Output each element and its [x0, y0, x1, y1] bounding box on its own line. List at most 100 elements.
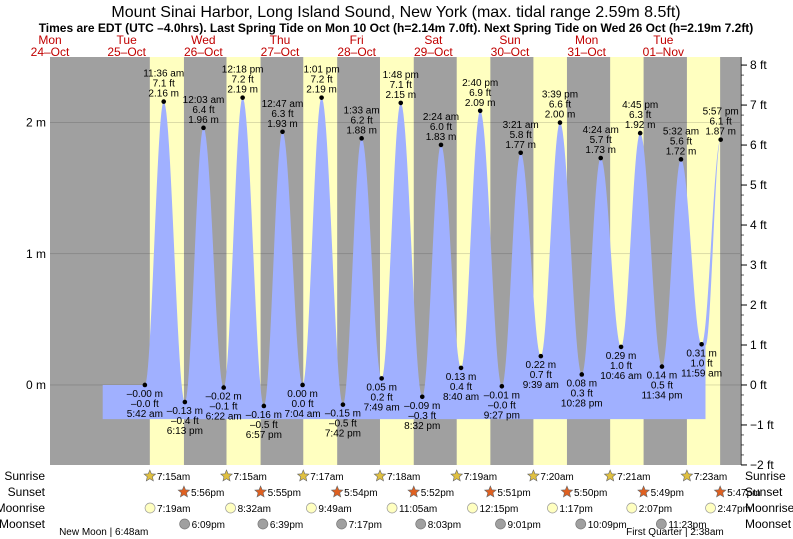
low-tide-label: 1.0 ft — [690, 358, 712, 369]
sunset-icon — [407, 485, 421, 498]
high-tide-label: 2:24 am — [423, 112, 459, 123]
high-tide-label: 5:57 pm — [703, 107, 739, 118]
moonrise-time: 2:47pm — [718, 504, 751, 515]
row-label-left: Moonset — [0, 517, 46, 531]
sunrise-icon — [220, 469, 233, 482]
low-tide-label: 0.5 ft — [651, 381, 673, 392]
low-tide-point — [379, 376, 384, 381]
low-tide-point — [142, 382, 148, 388]
high-tide-point — [637, 130, 643, 136]
low-tide-label: 5:42 am — [127, 409, 163, 420]
moonrise-time: 8:32am — [238, 504, 271, 515]
sunrise-icon — [143, 469, 157, 482]
moonset-time: 6:09pm — [192, 520, 225, 531]
low-tide-label: 7:04 am — [285, 409, 321, 420]
high-tide-label: 5:32 am — [663, 126, 699, 137]
moonrise-time: 12:15pm — [479, 504, 518, 515]
high-tide-point — [161, 99, 167, 104]
high-tide-label: 6.3 ft — [629, 110, 651, 121]
day-label-dow: Tue — [117, 33, 138, 47]
axes: 0 m 1 m 2 m −2 ft −1 ft 0 ft 1 ft 2 ft 3 ft 4 ft 5… — [26, 57, 774, 472]
sunrise-time: 7:17am — [310, 472, 343, 483]
sunset-time: 5:47pm — [727, 488, 760, 499]
sunset-time: 5:51pm — [497, 488, 530, 499]
high-tide-label: 1.92 m — [625, 120, 656, 131]
high-tide-label: 6.1 ft — [710, 117, 732, 128]
y-right-tick-label: 1 ft — [750, 338, 767, 352]
sunrise-time: 7:15am — [157, 472, 190, 483]
low-tide-point — [182, 399, 188, 405]
day-label-dow: Sat — [424, 33, 443, 47]
high-tide-label: 4:24 am — [583, 125, 619, 136]
high-tide-label: 4:45 pm — [622, 100, 658, 111]
y-right-tick-label: 6 ft — [750, 138, 767, 152]
day-label-dow: Sun — [499, 33, 520, 47]
row-label-right: Sunrise — [745, 469, 786, 483]
day-label-date: 27–Oct — [261, 45, 300, 59]
high-tide-point — [438, 142, 444, 148]
high-tide-label: 2.00 m — [545, 110, 576, 121]
chart-subtitle: Times are EDT (UTC –4.0hrs). Last Spring… — [39, 21, 754, 35]
high-tide-label: 6.6 ft — [549, 100, 571, 111]
sunset-icon — [713, 485, 727, 498]
low-tide-label: –0.15 m — [325, 409, 361, 420]
low-tide-point — [659, 364, 665, 369]
sunrise-time: 7:23am — [694, 472, 727, 483]
tide-area — [102, 97, 721, 420]
high-tide-label: 1.73 m — [585, 145, 616, 156]
moonset-time: 10:09pm — [588, 520, 627, 531]
moonset-time: 11:23pm — [668, 520, 706, 531]
moonrise-time: 1:17pm — [559, 504, 592, 515]
high-tide-label: 1.83 m — [426, 132, 457, 143]
low-tide-point — [221, 385, 226, 390]
sunrise-icon — [296, 469, 310, 482]
low-tide-label: –0.4 ft — [171, 416, 199, 427]
high-tide-label: 7.2 ft — [310, 75, 332, 86]
high-tide-point — [518, 150, 524, 156]
high-tide-label: 5.7 ft — [590, 135, 612, 146]
high-tide-label: 12:47 am — [262, 99, 304, 110]
day-label-dow: Mon — [38, 33, 61, 47]
high-tide-point — [477, 108, 483, 114]
high-tide-label: 6.2 ft — [350, 115, 372, 126]
high-tide-label: 2.19 m — [306, 85, 337, 96]
high-tide-label: 1:48 pm — [383, 70, 419, 81]
row-label-left: Moonrise — [0, 501, 45, 515]
sunrise-time: 7:21am — [617, 472, 650, 483]
low-tide-label: 0.14 m — [647, 371, 678, 382]
low-tide-label: 0.05 m — [366, 382, 397, 393]
low-tide-label: 11:59 am — [681, 368, 722, 379]
day-label-date: 30–Oct — [491, 45, 530, 59]
row-label-right: Sunset — [745, 485, 783, 499]
high-tide-point — [240, 95, 245, 100]
low-tide-point — [458, 365, 464, 371]
day-label-date: 31–Oct — [567, 45, 606, 59]
moonrise-icon — [626, 502, 638, 514]
y-right-tick-label: 3 ft — [750, 258, 767, 272]
sunset-icon — [637, 485, 651, 498]
moonset-icon — [257, 518, 269, 530]
high-tide-label: 6.9 ft — [469, 88, 491, 99]
high-tide-label: 3:39 pm — [542, 90, 578, 101]
low-tide-label: 0.13 m — [446, 372, 477, 383]
high-tide-label: 5.6 ft — [670, 136, 692, 147]
low-tide-label: –0.0 ft — [131, 399, 159, 410]
high-tide-label: 2.09 m — [465, 98, 496, 109]
high-tide-point — [398, 100, 404, 106]
high-tide-label: 1.96 m — [188, 115, 219, 126]
moon-phase-label: First Quarter | 2:38am — [626, 527, 724, 538]
high-tide-point — [718, 137, 723, 142]
day-label-date: 28–Oct — [337, 45, 376, 59]
high-tide-label: 2.16 m — [148, 89, 179, 100]
low-tide-point — [261, 403, 267, 409]
sunrise-time: 7:15am — [233, 472, 266, 483]
y-right-tick-label: 2 ft — [750, 298, 767, 312]
high-tide-label: 1.87 m — [705, 127, 736, 138]
low-tide-label: 11:34 pm — [641, 391, 682, 402]
low-tide-label: 10:46 am — [600, 371, 642, 382]
high-tide-point — [280, 129, 285, 135]
low-tide-label: 0.0 ft — [291, 399, 313, 410]
low-tide-label: –0.01 m — [484, 390, 520, 401]
